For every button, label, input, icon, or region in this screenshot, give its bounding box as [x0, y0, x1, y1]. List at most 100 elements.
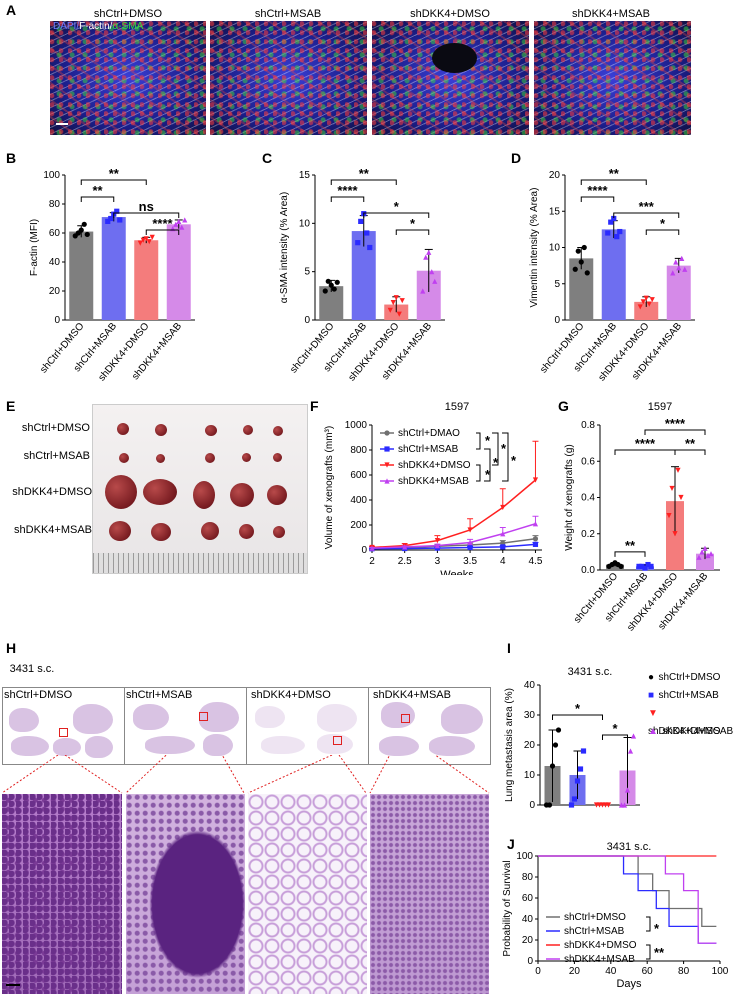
significance-bracket [644, 429, 706, 435]
data-point [532, 541, 539, 547]
data-point [643, 295, 649, 301]
y-tick-label: 10 [549, 243, 561, 254]
panel-label-d: D [511, 150, 522, 166]
legend-item: ▼ shDKK4+DMSO [648, 708, 721, 737]
if-image-shctrl-dmso: DAPI/F-actin/α-SMA [50, 21, 206, 135]
significance-bracket [613, 212, 680, 218]
data-point [384, 446, 390, 452]
data-point [621, 802, 628, 808]
data-point [581, 244, 587, 251]
lung-label-1: shCtrl+DMSO [4, 689, 73, 701]
panel-label-e: E [6, 398, 16, 414]
data-point [708, 551, 714, 557]
tumor-row-label-3: shDKK4+DMSO [12, 486, 92, 498]
panel-label-h: H [6, 640, 17, 656]
data-point [672, 531, 678, 537]
x-tick-label: 4 [500, 556, 506, 567]
data-point [608, 219, 614, 225]
data-point [146, 239, 152, 245]
data-point [670, 270, 676, 276]
panel-label-i: I [507, 640, 511, 656]
stain-factin: F-actin/ [79, 21, 113, 32]
panel-a-title-3: shDKK4+DMSO [410, 8, 490, 20]
data-point [666, 513, 672, 519]
panel-a-title-4: shDKK4+MSAB [572, 8, 650, 20]
data-point [673, 259, 679, 265]
bar [166, 224, 191, 320]
significance-label: ** [654, 945, 665, 960]
significance-bracket [552, 714, 603, 720]
x-tick-label: 0 [535, 966, 541, 977]
data-point [575, 248, 581, 254]
chart-title: 1597 [648, 401, 672, 413]
panel-label-a: A [6, 2, 17, 18]
data-point [627, 748, 634, 754]
data-point [432, 278, 438, 284]
y-axis-label: Vimentin intensity (% Area) [529, 188, 540, 308]
data-point [334, 279, 340, 285]
data-point [578, 259, 584, 265]
data-point [614, 234, 620, 240]
data-point [675, 467, 681, 473]
stain-dapi: DAPI/ [53, 21, 80, 32]
data-point [500, 544, 506, 550]
y-tick-label: 40 [522, 914, 534, 925]
x-tick-label: 4.5 [529, 556, 543, 567]
lung-section-shctrl-msab: shCtrl+MSAB [124, 687, 247, 765]
data-point [355, 240, 361, 246]
significance-bracket [614, 551, 646, 557]
y-tick-label: 100 [516, 851, 533, 862]
data-point [678, 494, 684, 501]
lung-label-3: shDKK4+DMSO [251, 689, 331, 701]
significance-label: * [485, 467, 491, 482]
significance-bracket [476, 432, 481, 450]
data-point [143, 236, 149, 242]
data-point [81, 221, 87, 227]
data-point [646, 301, 652, 307]
tumor-row-label-2: shCtrl+MSAB [23, 450, 90, 462]
data-point [605, 230, 611, 236]
data-point [500, 504, 506, 511]
significance-label: ** [625, 538, 636, 553]
lung-label-4: shDKK4+MSAB [373, 689, 451, 701]
y-tick-label: 20 [549, 170, 561, 181]
chart-title: 3431 s.c. [568, 666, 613, 678]
bar [134, 240, 159, 320]
he-zoom-shctrl-dmso [2, 794, 122, 994]
x-axis-label: Days [616, 978, 642, 990]
y-tick-label: 0 [554, 315, 560, 326]
data-point [328, 282, 334, 288]
data-point [571, 796, 578, 802]
data-point [669, 485, 675, 492]
panel-label-j: J [507, 836, 515, 852]
data-point [78, 227, 84, 233]
y-tick-label: 40 [524, 680, 536, 691]
y-tick-label: 1000 [345, 420, 368, 431]
series-line [371, 543, 536, 550]
significance-label: ** [685, 436, 696, 451]
data-point [618, 563, 624, 569]
y-axis-label: Probability of Survival [502, 860, 513, 956]
data-point [702, 545, 708, 551]
legend-label: shCtrl+MSAB [658, 690, 719, 701]
y-tick-label: 15 [299, 170, 311, 181]
y-axis-label: α-SMA intensity (% Area) [279, 192, 290, 303]
bar [666, 265, 691, 320]
data-point [117, 217, 123, 223]
x-tick-label: 80 [678, 966, 690, 977]
significance-bracket [502, 432, 509, 482]
y-tick-label: 20 [49, 286, 61, 297]
y-tick-label: 0 [527, 956, 533, 967]
significance-label: * [410, 216, 416, 231]
legend-i: ● shCtrl+DMSO ■ shCtrl+MSAB ▼ shDKK4+DMS… [648, 667, 734, 747]
legend-label: shDKK4+MSAB [398, 476, 469, 487]
he-zoom-shdkk4-dmso [248, 794, 367, 994]
panel-label-f: F [310, 398, 319, 414]
data-point [636, 563, 642, 569]
chart-i: 3431 s.c. 0 10 20 30 40 Lung metastasis area (… [504, 666, 640, 811]
significance-bracket [330, 179, 397, 185]
data-point [546, 802, 553, 808]
